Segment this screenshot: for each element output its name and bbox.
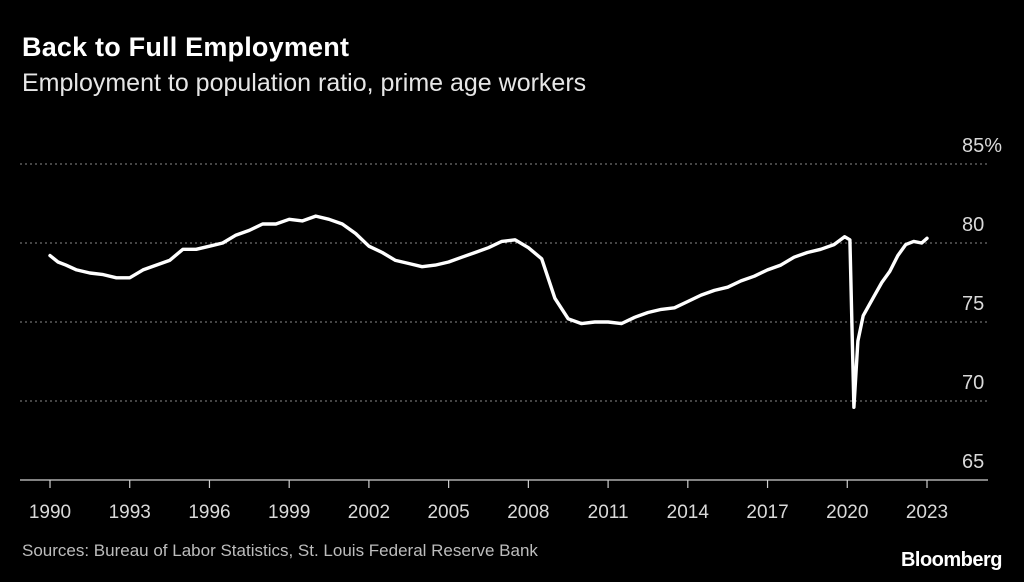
x-tick-label: 1999 [268, 502, 310, 523]
x-axis-ticks: 1990 1993 1996 1999 2002 2005 2008 2011 2014 2017… [29, 480, 948, 523]
x-tick-label: 2005 [427, 502, 469, 523]
x-tick-label: 1996 [188, 502, 230, 523]
y-tick-label: 65 [962, 451, 984, 473]
x-tick-label: 2017 [746, 502, 788, 523]
x-tick-label: 2008 [507, 502, 549, 523]
x-tick-label: 2023 [906, 502, 948, 523]
x-tick-label: 2002 [348, 502, 390, 523]
y-tick-label: 85% [962, 135, 1002, 157]
x-tick-label: 1990 [29, 502, 71, 523]
y-tick-label: 70 [962, 372, 984, 394]
y-tick-label: 75 [962, 293, 984, 315]
y-tick-label: 80 [962, 214, 984, 236]
bloomberg-logo: Bloomberg [900, 549, 1003, 571]
series-line [48, 214, 929, 409]
x-tick-label: 1993 [109, 502, 151, 523]
gridlines [20, 163, 988, 402]
y-axis-labels: 85% 80 75 70 65 [962, 135, 1002, 473]
series [48, 214, 929, 409]
chart-subtitle: Employment to population ratio, prime ag… [22, 69, 587, 97]
x-tick-label: 2011 [588, 502, 629, 523]
x-tick-label: 2014 [667, 502, 710, 523]
x-tick-label: 2020 [826, 502, 868, 523]
source-note: Sources: Bureau of Labor Statistics, St.… [22, 541, 538, 560]
chart-title: Back to Full Employment [22, 32, 350, 62]
